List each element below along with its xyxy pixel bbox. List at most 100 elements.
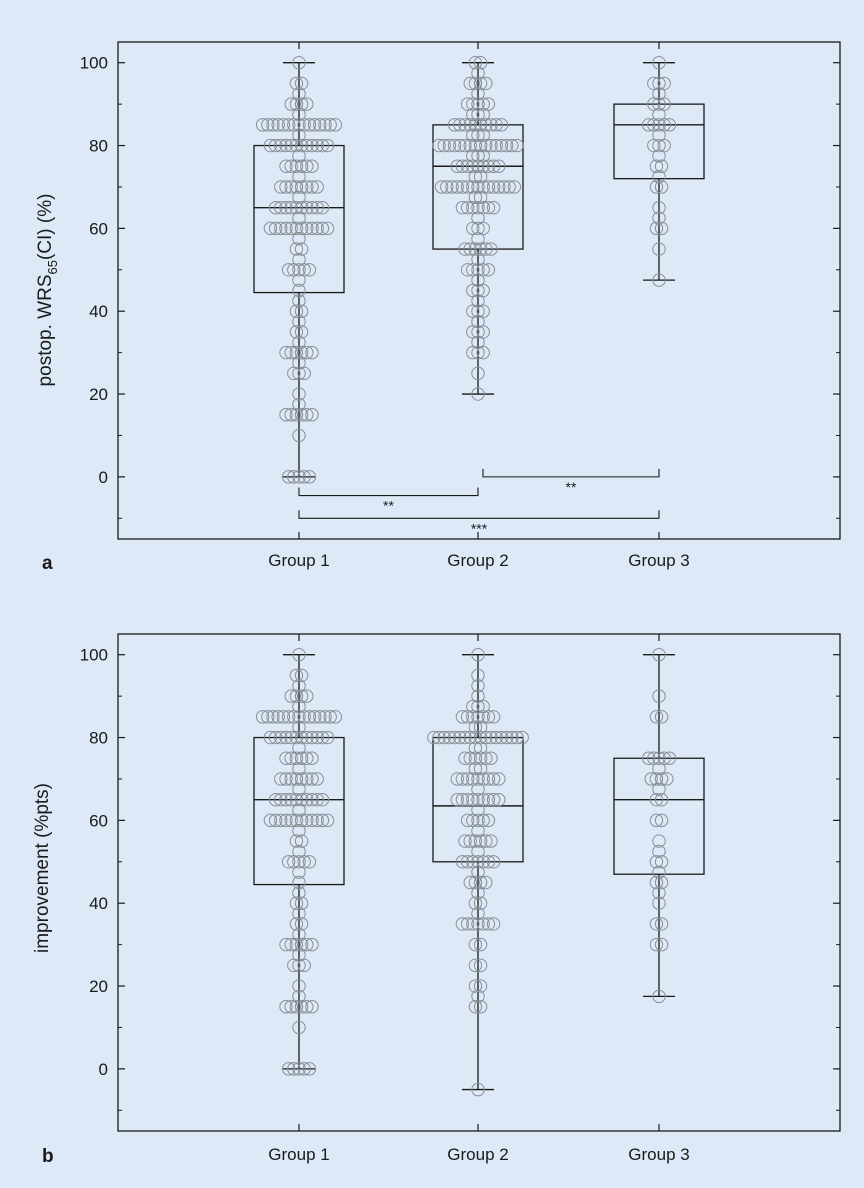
data-point xyxy=(471,668,485,683)
data-point xyxy=(440,180,454,194)
data-point xyxy=(284,97,298,111)
data-point xyxy=(284,730,298,745)
data-point xyxy=(481,917,496,931)
data-point xyxy=(486,772,501,786)
data-point xyxy=(471,989,485,1004)
data-point xyxy=(300,159,314,173)
data-point xyxy=(492,772,506,786)
data-point xyxy=(292,169,306,184)
box xyxy=(253,736,345,886)
data-point xyxy=(313,118,327,132)
data-point xyxy=(261,710,275,724)
data-point xyxy=(649,792,664,807)
data-point xyxy=(271,118,285,132)
data-point xyxy=(492,792,506,807)
data-point xyxy=(468,741,483,755)
data-point xyxy=(300,813,314,828)
data-point xyxy=(468,138,483,153)
data-point xyxy=(468,834,483,848)
data-point xyxy=(294,668,309,683)
data-point xyxy=(471,335,485,349)
data-point xyxy=(471,263,485,277)
data-point xyxy=(292,803,306,817)
plot-frame xyxy=(117,41,841,540)
data-point xyxy=(300,772,314,786)
y-tick-label: 100 xyxy=(80,54,108,73)
data-point xyxy=(432,138,446,153)
data-point xyxy=(292,190,306,205)
data-point xyxy=(292,252,306,267)
data-point xyxy=(292,149,306,163)
data-point xyxy=(515,730,529,745)
data-point xyxy=(320,221,335,236)
data-point xyxy=(486,792,501,807)
data-point xyxy=(289,834,304,848)
data-point xyxy=(654,917,669,931)
data-point xyxy=(281,855,296,869)
x-tick-label: Group 1 xyxy=(268,1145,329,1164)
data-point xyxy=(292,470,306,484)
data-point xyxy=(305,180,319,194)
data-point xyxy=(442,730,457,745)
data-point xyxy=(300,97,314,111)
box xyxy=(253,144,345,294)
data-point xyxy=(284,772,298,786)
data-point xyxy=(455,855,470,869)
data-point xyxy=(268,792,283,807)
data-point xyxy=(432,730,446,745)
data-point xyxy=(502,180,516,194)
data-point xyxy=(323,710,337,724)
data-point xyxy=(652,97,666,111)
data-point xyxy=(471,314,485,329)
data-point xyxy=(471,387,485,401)
data-point xyxy=(473,1000,488,1014)
data-point xyxy=(279,221,293,236)
data-point xyxy=(300,221,314,236)
data-point xyxy=(641,751,656,765)
data-point xyxy=(261,118,275,132)
data-point xyxy=(284,408,298,422)
data-point xyxy=(310,792,324,807)
data-point xyxy=(652,56,666,70)
data-point xyxy=(486,159,501,173)
data-point xyxy=(458,834,472,848)
data-point xyxy=(481,813,496,828)
data-point xyxy=(476,128,490,142)
y-axis-label: postop. WRS65(CI) (%) xyxy=(35,194,60,387)
data-point xyxy=(499,138,514,153)
data-point xyxy=(489,730,503,745)
box xyxy=(613,103,705,180)
data-point xyxy=(289,76,304,91)
data-point xyxy=(305,792,319,807)
data-point xyxy=(310,221,324,236)
data-point xyxy=(297,1062,311,1076)
data-point xyxy=(479,242,493,256)
data-point xyxy=(279,200,293,215)
data-point xyxy=(473,834,488,848)
data-point xyxy=(292,865,306,879)
data-point xyxy=(427,730,441,745)
data-point xyxy=(305,813,319,828)
y-tick-label: 100 xyxy=(80,646,108,665)
data-point xyxy=(471,865,485,879)
data-point xyxy=(294,159,309,173)
data-point xyxy=(649,917,664,931)
data-point xyxy=(292,886,306,900)
x-axis: Group 1 Group 2 Group 3 xyxy=(268,42,690,570)
data-point xyxy=(510,730,524,745)
data-point xyxy=(294,180,309,194)
data-point xyxy=(468,720,483,734)
data-point xyxy=(652,211,666,225)
data-point xyxy=(510,138,524,153)
data-point xyxy=(473,138,488,153)
data-point xyxy=(471,325,485,339)
significance-bracket xyxy=(482,468,660,478)
x-tick-label: Group 1 xyxy=(268,551,329,570)
data-point xyxy=(479,138,493,153)
data-point xyxy=(289,896,304,910)
data-point xyxy=(471,294,485,308)
data-point xyxy=(302,470,317,484)
data-point xyxy=(294,689,309,703)
significance-label: ** xyxy=(566,479,577,495)
data-point xyxy=(460,917,475,931)
